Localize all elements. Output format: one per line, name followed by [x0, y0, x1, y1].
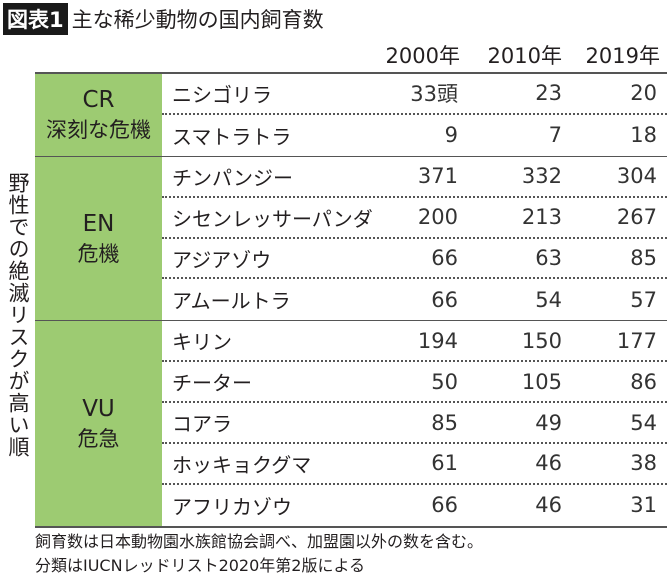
value-cell: 50: [431, 369, 458, 394]
value-cell: 85: [630, 246, 657, 270]
value-cell: 49: [535, 410, 562, 435]
value-cell: 61: [431, 451, 458, 476]
value-cell: 105: [521, 369, 562, 394]
value-cell: 33頭: [410, 82, 458, 107]
animal-name: アムールトラ: [172, 289, 291, 314]
group-rows: ニシゴリラ 33頭 23 20 スマトラトラ 9 7 18: [162, 74, 667, 156]
table-row: キリン 194 150 177: [162, 321, 667, 363]
category-label: 深刻な危機: [46, 117, 151, 142]
footnotes: 飼育数は日本動物園水族館協会調べ、加盟園以外の数を含む。 分類はIUCNレッドリ…: [35, 530, 483, 578]
value-cell: 63: [535, 246, 562, 270]
footnote: 分類はIUCNレッドリスト2020年第2版による: [35, 556, 365, 575]
group-cr: CR 深刻な危機 ニシゴリラ 33頭 23 20 スマトラトラ 9 7 18: [35, 74, 667, 157]
table-row: スマトラトラ 9 7 18: [162, 115, 667, 156]
category-code: EN: [82, 210, 115, 237]
category-code: VU: [82, 395, 115, 422]
table-row: アフリカゾウ 66 46 31: [162, 485, 667, 526]
category-label: 危急: [77, 426, 120, 451]
table-row: アジアゾウ 66 63 85: [162, 239, 667, 280]
value-cell: 200: [417, 205, 458, 230]
group-en: EN 危機 チンパンジー 371 332 304 シセンレッサーパンダ 200 213 267 アジ…: [35, 156, 667, 322]
animal-name: ニシゴリラ: [172, 82, 272, 107]
value-cell: 177: [616, 328, 657, 353]
table-row: コアラ 85 49 54: [162, 403, 667, 445]
group-vu: VU 危急 キリン 194 150 177 チーター 50 105 86 コアラ 85 49 54 ホッキョ…: [35, 321, 667, 526]
value-cell: 85: [431, 410, 458, 435]
animal-name: アジアゾウ: [172, 247, 272, 272]
animal-name: キリン: [172, 330, 232, 355]
group-rows: キリン 194 150 177 チーター 50 105 86 コアラ 85 49 54 ホッキョクグマ 6…: [162, 321, 667, 525]
value-cell: 23: [535, 81, 562, 106]
col-header-2000: 2000年: [385, 44, 460, 68]
category-cell: EN 危機: [35, 156, 162, 321]
animal-name: スマトラトラ: [172, 124, 292, 149]
value-cell: 213: [521, 205, 562, 230]
table-row: ホッキョクグマ 61 46 38: [162, 444, 667, 485]
animal-name: アフリカゾウ: [172, 494, 292, 519]
value-cell: 66: [431, 246, 458, 270]
col-header-2010: 2010年: [487, 44, 562, 68]
table-row: アムールトラ 66 54 57: [162, 279, 667, 320]
animal-name: ホッキョクグマ: [172, 452, 312, 477]
col-header-2019: 2019年: [585, 44, 660, 68]
value-cell: 54: [535, 287, 562, 312]
value-cell: 38: [630, 451, 657, 476]
figure-tag: 図表1: [3, 3, 68, 35]
table-row: ニシゴリラ 33頭 23 20: [162, 74, 667, 115]
value-cell: 332: [521, 164, 562, 189]
category-cell: VU 危急: [35, 321, 162, 526]
category-cell: CR 深刻な危機: [35, 74, 162, 156]
animal-name: シセンレッサーパンダ: [172, 206, 373, 231]
table-row: チーター 50 105 86: [162, 362, 667, 404]
value-cell: 54: [630, 410, 657, 435]
value-cell: 194: [417, 328, 458, 353]
figure-title: 図表1 主な稀少動物の国内飼育数: [3, 3, 324, 35]
value-cell: 371: [417, 164, 458, 189]
category-code: CR: [82, 86, 115, 113]
value-cell: 86: [630, 369, 657, 394]
side-label: 野性での絶滅リスクが高い順: [6, 172, 30, 458]
value-cell: 18: [630, 123, 657, 148]
footnote: 飼育数は日本動物園水族館協会調べ、加盟園以外の数を含む。: [35, 532, 484, 551]
table-row: シセンレッサーパンダ 200 213 267: [162, 198, 667, 239]
value-cell: 304: [616, 164, 657, 189]
group-rows: チンパンジー 371 332 304 シセンレッサーパンダ 200 213 267 アジアゾウ 6…: [162, 157, 667, 321]
value-cell: 31: [630, 493, 657, 518]
value-cell: 267: [616, 205, 657, 230]
table-row: チンパンジー 371 332 304: [162, 157, 667, 198]
data-table: CR 深刻な危機 ニシゴリラ 33頭 23 20 スマトラトラ 9 7 18 EN 危機 チンパンジー 3…: [35, 72, 667, 528]
value-cell: 150: [521, 328, 562, 353]
category-label: 危機: [77, 241, 120, 266]
value-cell: 66: [431, 493, 458, 518]
value-cell: 57: [630, 287, 657, 312]
animal-name: コアラ: [172, 412, 232, 437]
value-cell: 9: [444, 123, 458, 148]
value-cell: 46: [535, 493, 562, 518]
animal-name: チーター: [172, 371, 252, 396]
value-cell: 20: [630, 81, 657, 106]
title-text: 主な稀少動物の国内飼育数: [71, 8, 324, 32]
animal-name: チンパンジー: [172, 165, 293, 190]
column-headers: 2000年 2010年 2019年: [0, 40, 670, 70]
value-cell: 46: [535, 451, 562, 476]
value-cell: 66: [431, 287, 458, 312]
value-cell: 7: [548, 123, 562, 148]
